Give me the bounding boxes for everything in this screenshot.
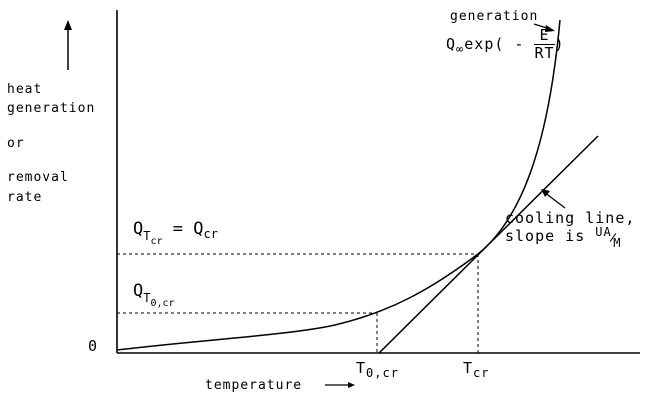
q-t0-label: QT0,cr bbox=[133, 281, 175, 309]
tcr-sub: cr bbox=[473, 366, 490, 380]
formula-q: Q bbox=[446, 35, 457, 53]
slope-num: UA bbox=[595, 225, 612, 239]
generation-pointer-head bbox=[545, 25, 555, 32]
generation-curve bbox=[116, 19, 561, 351]
t0-cr-tick-label: T0,cr bbox=[356, 359, 399, 380]
x-arrow-head bbox=[348, 382, 355, 388]
ylabel-heat: heat bbox=[7, 82, 43, 97]
formula-exp: exp( - bbox=[464, 35, 525, 53]
q-cr-q1-sub: Tcr bbox=[143, 229, 162, 247]
q-cr-eq: = Q bbox=[172, 219, 204, 239]
ylabel-or: or bbox=[7, 136, 25, 151]
t-cr-tick-label: Tcr bbox=[463, 359, 489, 380]
slope-den: M bbox=[613, 236, 622, 250]
q-t0-subsub: 0,cr bbox=[150, 298, 175, 309]
cooling-slope-text: slope is bbox=[505, 227, 586, 245]
cooling-pointer bbox=[543, 191, 566, 209]
q-cr-q1-subsub: cr bbox=[150, 236, 163, 247]
generation-curve-title: generation bbox=[450, 9, 539, 24]
q-t0-q: Q bbox=[133, 281, 144, 301]
q-cr-q1: Q bbox=[133, 219, 144, 239]
y-arrow-head bbox=[64, 20, 72, 30]
t0-sub: 0,cr bbox=[366, 366, 399, 380]
q-t0-sub-t: T bbox=[143, 291, 151, 305]
tcr-main: T bbox=[463, 359, 474, 377]
cooling-slope-fraction: UA M bbox=[595, 225, 623, 250]
t0-main: T bbox=[356, 359, 367, 377]
q-t0-sub: T0,cr bbox=[143, 291, 174, 309]
q-cr-q1-sub-t: T bbox=[143, 229, 151, 243]
formula-close: ) bbox=[554, 35, 565, 53]
cooling-pointer-head bbox=[541, 189, 550, 197]
ylabel-removal: removal bbox=[7, 170, 69, 185]
xlabel-temperature: temperature bbox=[205, 378, 303, 393]
formula-q-sub: ∞ bbox=[456, 42, 465, 56]
q-cr-q2-sub: cr bbox=[203, 227, 218, 241]
cooling-line bbox=[378, 135, 599, 354]
cooling-line-label-1: cooling line, bbox=[505, 209, 636, 227]
cooling-line-label-2: slope is UA M bbox=[505, 225, 623, 250]
q-cr-label: QTcr = Qcr bbox=[133, 219, 218, 247]
formula-den: RT bbox=[534, 44, 555, 62]
ylabel-generation: generation bbox=[7, 101, 96, 116]
ylabel-rate: rate bbox=[7, 190, 43, 205]
generation-formula: Q∞exp( - E RT ) bbox=[446, 28, 565, 61]
formula-fraction: E RT bbox=[534, 28, 555, 62]
origin-label: 0 bbox=[88, 337, 99, 355]
formula-num: E bbox=[534, 28, 555, 45]
